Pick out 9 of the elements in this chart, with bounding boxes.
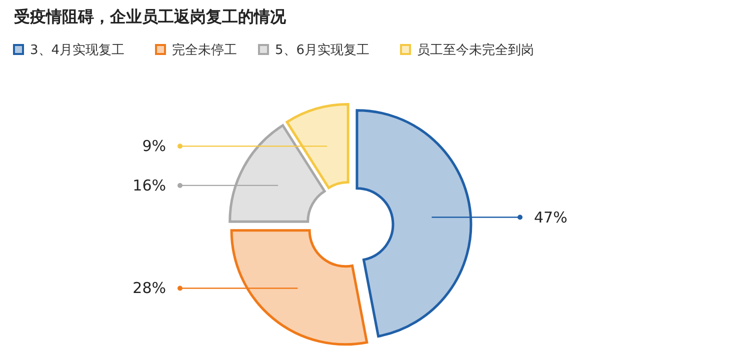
data-label: 47% (534, 208, 568, 226)
legend-label: 3、4月实现复工 (30, 43, 125, 58)
data-label: 9% (142, 137, 166, 156)
legend-label: 完全未停工 (172, 42, 237, 58)
legend-label: 5、6月实现复工 (275, 43, 370, 58)
data-label: 16% (132, 176, 166, 194)
data-label: 28% (132, 279, 166, 298)
chart-title: 受疫情阻碍，企业员工返岗复工的情况 (13, 7, 287, 26)
legend-label: 员工至今未完全到岗 (417, 42, 534, 58)
